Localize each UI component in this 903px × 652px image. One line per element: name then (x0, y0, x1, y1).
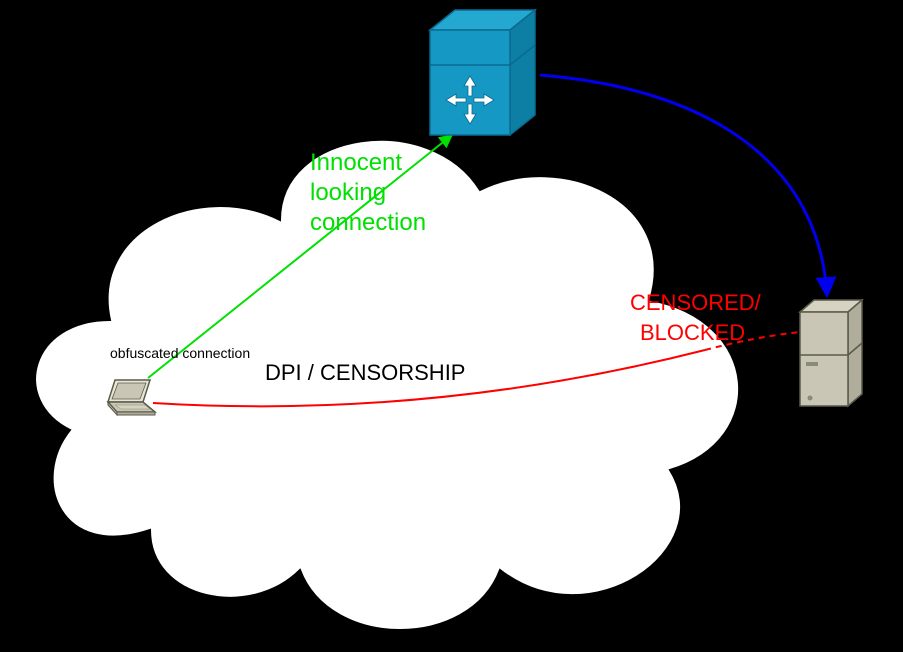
obfuscated-label: obfuscated connection (110, 345, 250, 361)
innocent-label-3: connection (310, 209, 426, 236)
diagram-canvas: obfuscated connection Innocent looking c… (0, 0, 903, 652)
censored-label-1: CENSORED/ (630, 290, 762, 315)
dpi-label: DPI / CENSORSHIP (265, 360, 465, 385)
innocent-label-2: looking (310, 179, 386, 206)
router-icon (430, 10, 535, 135)
server-icon (800, 300, 862, 406)
censored-label-2: BLOCKED (640, 320, 745, 345)
innocent-label-1: Innocent (310, 149, 402, 176)
